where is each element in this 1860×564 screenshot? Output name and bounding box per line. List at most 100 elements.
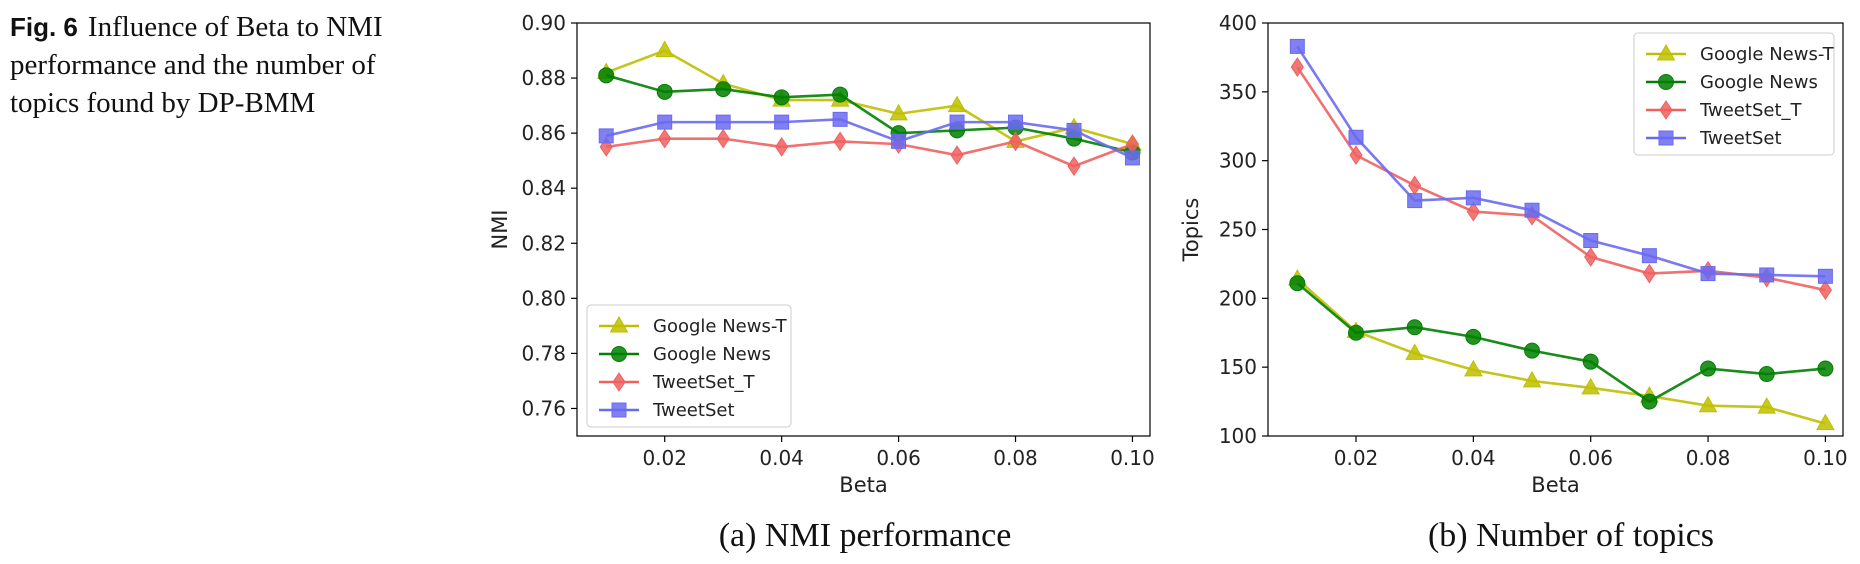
legend-label: Google News	[1700, 72, 1818, 93]
y-axis-label: NMI	[488, 209, 512, 249]
data-point	[1583, 233, 1599, 249]
data-point	[1641, 393, 1658, 410]
series-line	[605, 118, 1134, 160]
x-tick-label: 0.04	[1451, 446, 1496, 470]
data-point	[1465, 328, 1482, 345]
data-point	[598, 67, 615, 84]
data-point	[1008, 131, 1023, 152]
data-point	[1642, 263, 1656, 284]
data-point	[1581, 377, 1601, 395]
legend-marker	[611, 346, 627, 362]
x-axis-label: Beta	[839, 473, 887, 497]
nmi-chart: 0.02 0.04 0.06 0.08 0.10 0.76 0.78 0.80 0.82 0.84…	[488, 11, 1155, 497]
data-point	[1408, 175, 1422, 196]
series-tweetset	[1289, 38, 1833, 284]
x-tick-label: 0.04	[759, 446, 804, 470]
y-tick-label: 0.84	[521, 176, 566, 200]
data-point	[1290, 57, 1304, 77]
series-line	[605, 74, 1133, 154]
legend-entry: Google News-T	[599, 315, 788, 337]
data-point	[1757, 397, 1777, 414]
series-google-news-t	[596, 40, 1142, 151]
data-point	[1348, 324, 1365, 341]
legend-label: Google News	[653, 344, 771, 365]
y-tick-label: 0.78	[521, 341, 566, 365]
legend-entry: TweetSet	[599, 400, 735, 421]
y-axis-label: Topics	[1179, 198, 1203, 263]
data-point	[716, 128, 730, 149]
y-tick-label: 0.80	[521, 286, 566, 310]
data-point	[832, 111, 848, 127]
data-point	[1817, 268, 1833, 284]
x-tick-label: 0.08	[1686, 446, 1731, 470]
data-point	[1348, 129, 1364, 145]
data-point	[715, 114, 731, 130]
y-tick-label: 250	[1219, 218, 1257, 242]
legend-frame	[586, 304, 792, 428]
legend-entry: Google News-T	[1646, 43, 1835, 65]
series-line	[1296, 45, 1826, 278]
x-tick-label: 0.02	[642, 446, 687, 470]
series-line	[605, 49, 1133, 146]
data-point	[658, 128, 672, 149]
data-point	[1817, 360, 1834, 377]
legend-entry: Google News	[1646, 72, 1818, 93]
plot-frame	[576, 22, 1151, 437]
legend-marker	[609, 315, 629, 333]
data-point	[598, 128, 614, 144]
data-point	[1349, 145, 1363, 166]
series-line	[1296, 282, 1826, 404]
x-tick-label: 0.06	[1568, 446, 1613, 470]
data-point	[1066, 122, 1082, 138]
y-tick-label: 200	[1219, 286, 1257, 310]
legend-marker	[611, 402, 627, 418]
x-tick-label: 0.10	[1803, 446, 1848, 470]
x-axis-label: Beta	[1531, 473, 1579, 497]
series-google-news	[1289, 275, 1834, 410]
legend: Google News-T Google News TweetSet_T TweetS…	[586, 304, 792, 428]
legend-marker	[1656, 43, 1676, 61]
data-point	[949, 114, 965, 130]
data-point	[1067, 156, 1081, 177]
data-point	[1463, 359, 1483, 377]
figure-caption: Fig. 6 Influence of Beta to NMI performan…	[10, 8, 450, 122]
y-tick-label: 0.76	[521, 396, 566, 420]
data-point	[774, 114, 790, 130]
legend-label: TweetSet	[1699, 128, 1782, 149]
data-point	[1816, 413, 1835, 431]
data-point	[1758, 366, 1775, 383]
data-point	[775, 136, 789, 157]
data-point	[1700, 360, 1717, 377]
data-point	[947, 95, 967, 113]
subcaption-topics: (b) Number of topics	[1428, 517, 1714, 554]
legend-entry: Google News	[599, 344, 771, 365]
legend-label: TweetSet_T	[652, 372, 756, 393]
y-tick-label: 100	[1219, 424, 1257, 448]
data-point	[891, 133, 907, 149]
figure-caption-text: Influence of Beta to NMI performance and…	[10, 11, 383, 119]
legend-label: TweetSet_T	[1699, 100, 1803, 121]
data-point	[950, 145, 964, 166]
legend-label: TweetSet	[652, 400, 735, 421]
y-tick-label: 0.88	[521, 66, 566, 90]
legend-label: Google News-T	[1700, 44, 1835, 65]
data-point	[1759, 267, 1775, 283]
data-point	[889, 103, 908, 121]
legend-marker	[1658, 74, 1674, 90]
data-point	[1522, 370, 1542, 388]
data-point	[832, 86, 849, 103]
topics-chart: 0.02 0.04 0.06 0.08 0.10 100 150 200 250 300 350 40…	[1179, 11, 1848, 497]
data-point	[1124, 150, 1140, 166]
legend-entry: TweetSet_T	[599, 372, 756, 393]
data-point	[833, 131, 847, 152]
y-tick-label: 350	[1219, 80, 1257, 104]
series-google-news	[598, 67, 1141, 161]
data-point	[1406, 319, 1423, 336]
data-point	[1584, 247, 1598, 267]
data-point	[655, 40, 675, 58]
data-point	[1524, 342, 1541, 359]
data-point	[1465, 190, 1481, 206]
legend-entry: TweetSet	[1646, 128, 1782, 149]
y-tick-label: 300	[1219, 149, 1257, 173]
